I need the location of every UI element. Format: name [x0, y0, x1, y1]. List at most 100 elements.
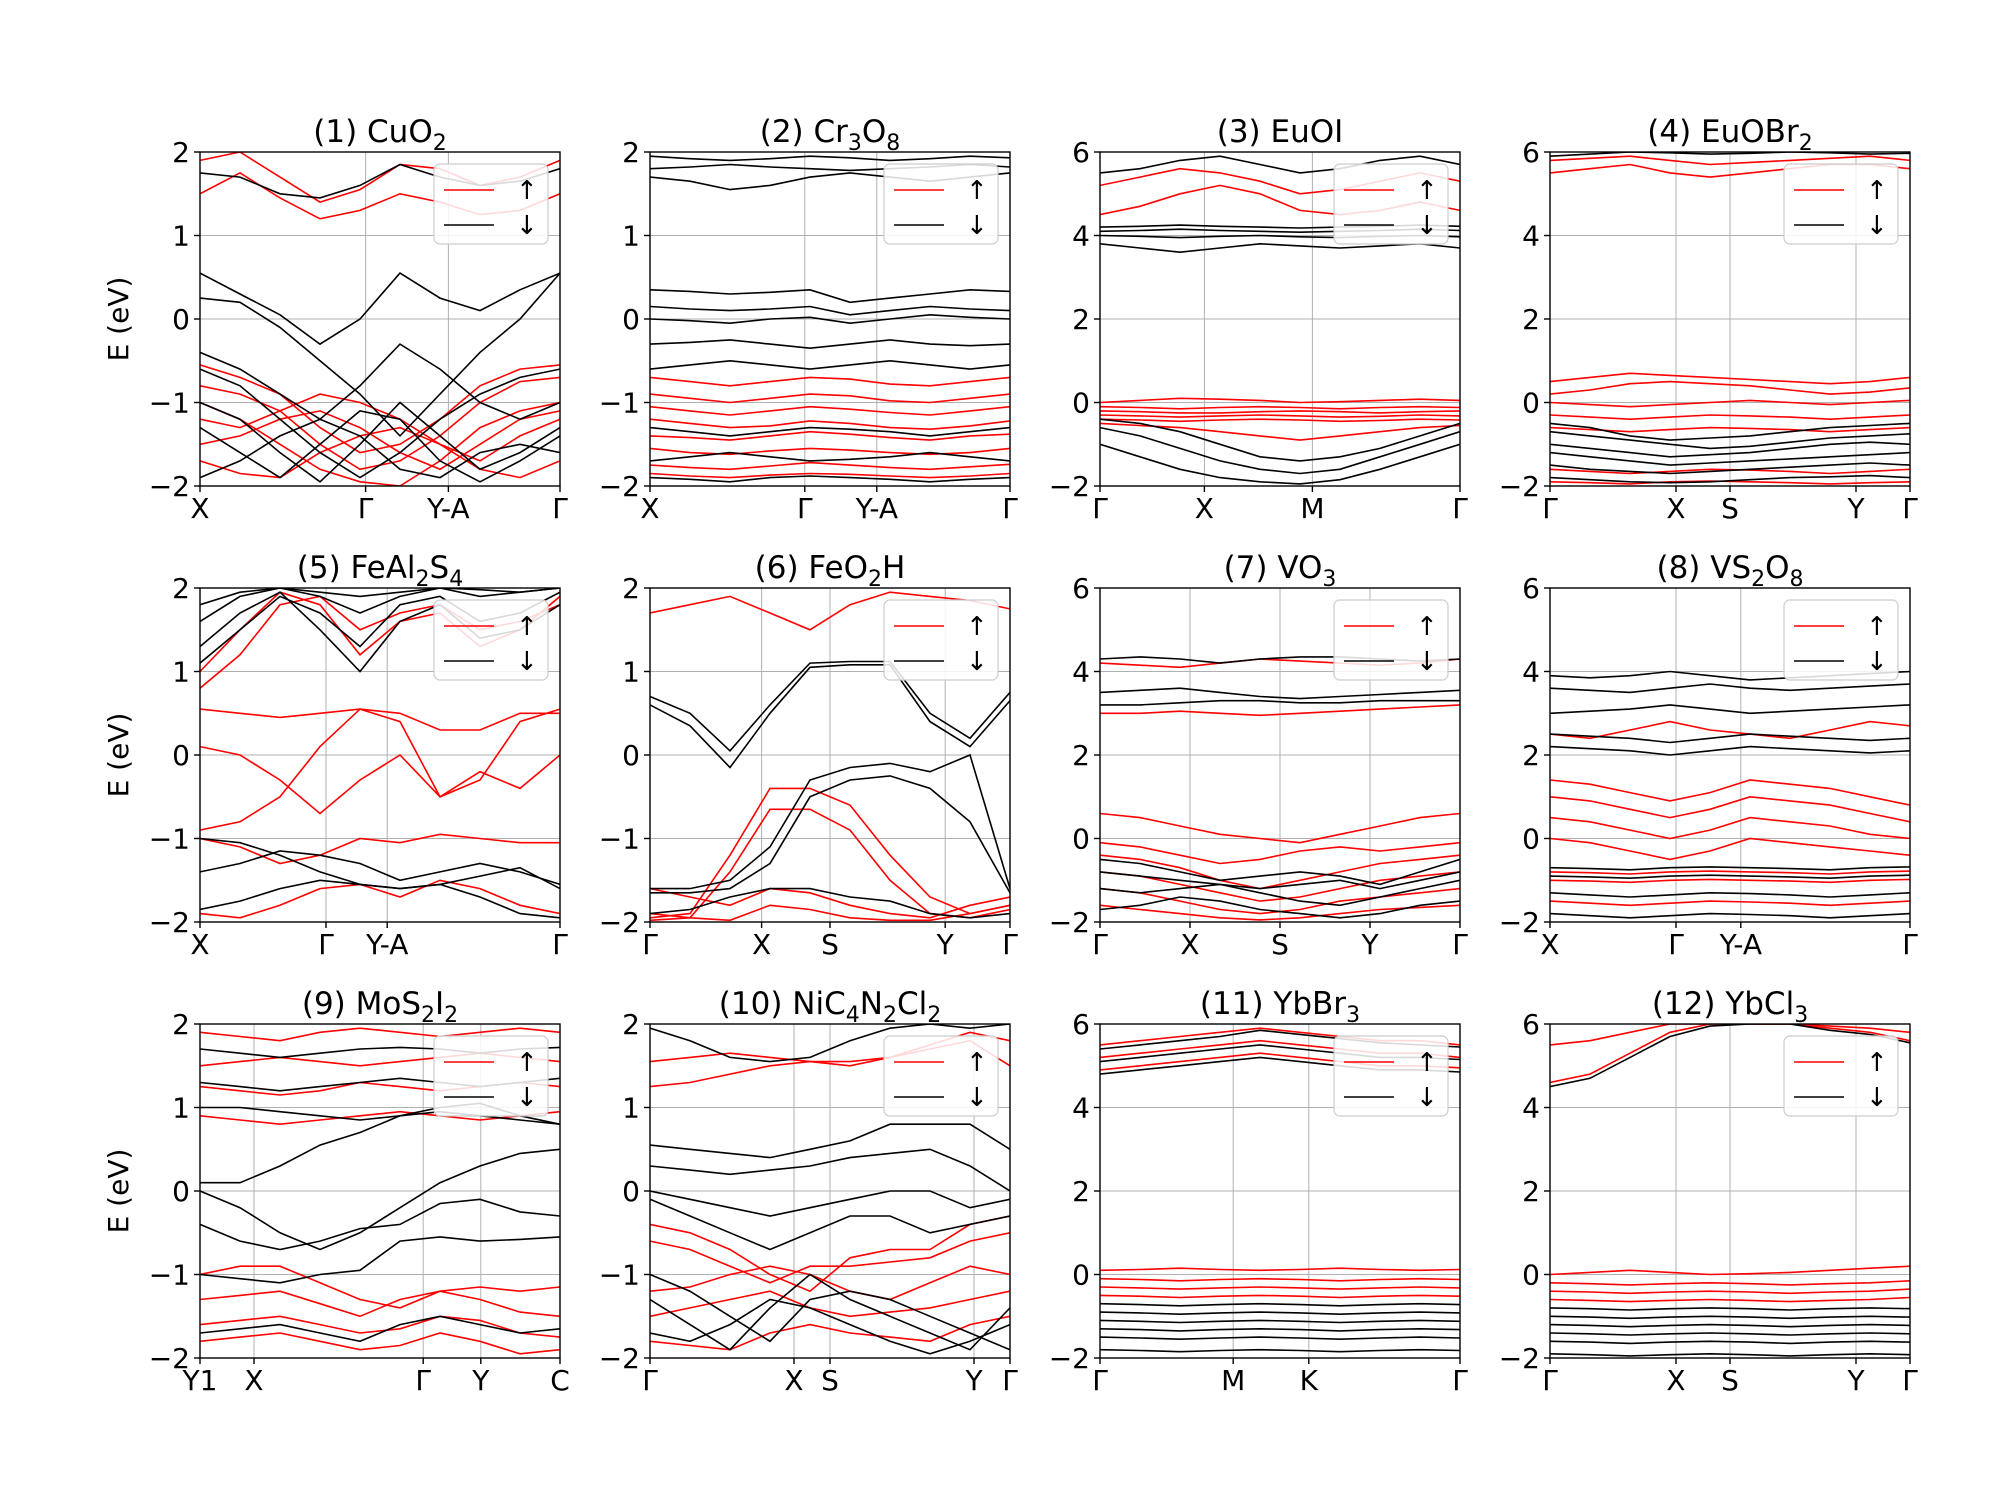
legend-down-label: ↓ [516, 1083, 538, 1113]
band-down-1 [650, 1148, 1010, 1192]
k-tick-label: C [550, 1364, 570, 1397]
k-tick-label: X [1666, 492, 1685, 525]
k-tick-label: X [1180, 928, 1199, 961]
legend-box [883, 599, 999, 681]
y-tick-label: 2 [622, 136, 640, 169]
formula-part: EuOI [1270, 114, 1343, 150]
y-tick-label: −2 [1049, 1342, 1090, 1375]
formula-part: MoS [356, 986, 421, 1022]
k-tick-label: Γ [1002, 928, 1018, 961]
y-tick-label: 4 [1522, 656, 1540, 689]
legend-box [1783, 163, 1899, 245]
legend-down-label: ↓ [1416, 647, 1438, 677]
band-lines [1550, 1024, 1910, 1357]
y-tick-label: 1 [622, 1092, 640, 1125]
band-up-4 [1550, 870, 1910, 875]
legend-box [883, 1035, 999, 1117]
formula-subscript: 2 [444, 1003, 458, 1028]
k-tick-label: Γ [1452, 492, 1468, 525]
k-tick-label: K [1300, 1364, 1319, 1397]
legend-box [433, 163, 549, 245]
band-down-4 [1550, 462, 1910, 475]
k-tick-label: X [640, 492, 659, 525]
band-down-1 [200, 272, 560, 346]
band-down-1 [1550, 683, 1910, 694]
band-down-7 [1100, 1336, 1460, 1341]
band-down-10 [650, 475, 1010, 483]
formula-part: I [435, 986, 444, 1022]
k-tick-label: Γ [1902, 928, 1918, 961]
band-up-4 [200, 1265, 560, 1309]
band-down-4 [1100, 871, 1460, 890]
y-tick-label: 2 [622, 572, 640, 605]
k-tick-label: X [784, 1364, 803, 1397]
band-down-2 [650, 155, 1010, 162]
k-tick-label: S [821, 1364, 839, 1397]
title-index: (7) [1224, 550, 1278, 586]
subplot-title: (1) CuO2​ [313, 114, 446, 156]
legend-down-label: ↓ [516, 211, 538, 241]
band-down-0 [650, 660, 1010, 752]
band-down-4 [1100, 1311, 1460, 1316]
band-up-3 [1100, 841, 1460, 865]
legend-box [1333, 1035, 1449, 1117]
band-up-3 [1550, 1280, 1910, 1286]
subplot-title: (3) EuOI [1217, 114, 1344, 150]
formula-part: NiC [792, 986, 845, 1022]
legend-up-label: ↑ [516, 612, 538, 642]
band-down-6 [1100, 426, 1460, 475]
y-tick-label: 6 [1072, 1008, 1090, 1041]
band-up-6 [1550, 426, 1910, 433]
subplot-title: (8) VS2​O8​ [1656, 550, 1803, 592]
subplot-title: (10) NiC4​N2​Cl2​ [719, 986, 941, 1028]
y-tick-label: −2 [149, 470, 190, 503]
k-tick-label: Y-A [855, 492, 898, 525]
k-tick-label: Y [471, 1364, 490, 1397]
band-down-7 [1550, 891, 1910, 898]
y-tick-label: 4 [1072, 656, 1090, 689]
band-up-6 [200, 1315, 560, 1338]
title-index: (2) [760, 114, 814, 150]
band-lines [1550, 152, 1910, 485]
band-up-2 [650, 1215, 1010, 1293]
y-tick-label: −2 [149, 1342, 190, 1375]
subplot-8: −2 0 2 4 6 X Γ Y-A Γ (8) VS2​O8​ ↑ ↓ [1499, 550, 1918, 961]
formula-part: O [408, 114, 432, 150]
formula-subscript: 2 [421, 1003, 435, 1028]
formula-part: Cl [897, 986, 927, 1022]
k-tick-label: Γ [358, 492, 374, 525]
legend-up-label: ↑ [1866, 1048, 1888, 1078]
band-down-6 [200, 588, 560, 606]
band-up-2 [1100, 397, 1460, 404]
y-tick-label: 1 [172, 220, 190, 253]
title-index: (11) [1200, 986, 1274, 1022]
band-up-5 [1550, 878, 1910, 884]
subplot-title: (7) VO3​ [1224, 550, 1337, 592]
band-down-6 [200, 410, 560, 483]
band-lines [650, 155, 1010, 483]
y-axis-label: E (eV) [102, 713, 135, 798]
band-up-4 [650, 430, 1010, 441]
band-up-6 [1100, 418, 1460, 423]
legend-down-label: ↓ [1416, 1083, 1438, 1113]
k-tick-label: Γ [1092, 1364, 1108, 1397]
band-down-6 [1100, 896, 1460, 919]
y-tick-label: −1 [149, 1259, 190, 1292]
band-down-5 [650, 1273, 1010, 1351]
formula-part: YbBr [1272, 986, 1346, 1022]
k-tick-label: Γ [1002, 492, 1018, 525]
band-down-3 [1550, 451, 1910, 466]
y-tick-label: 2 [172, 136, 190, 169]
subplot-6: −2 −1 0 1 2 Γ X S Y Γ (6) FeO2​H ↑ ↓ [599, 550, 1018, 961]
band-down-5 [1100, 879, 1460, 907]
band-down-7 [650, 359, 1010, 370]
band-down-0 [1550, 422, 1910, 441]
band-up-2 [650, 405, 1010, 416]
band-lines [650, 591, 1010, 922]
band-up-2 [1550, 816, 1910, 840]
band-down-4 [1550, 745, 1910, 756]
y-tick-label: −2 [1499, 1342, 1540, 1375]
k-tick-label: M [1221, 1364, 1245, 1397]
y-tick-label: 0 [622, 739, 640, 772]
band-up-0 [1550, 1024, 1910, 1084]
